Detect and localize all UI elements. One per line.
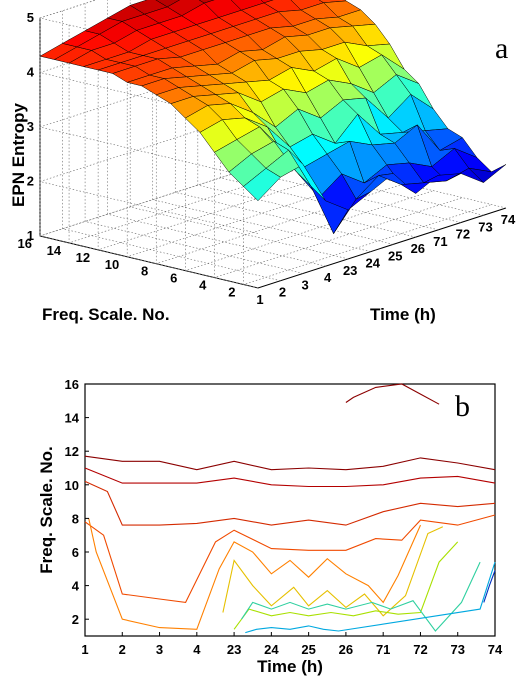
x-tick-label: 74 <box>488 642 503 657</box>
freq-axis-title: Freq. Scale. No. <box>42 305 170 324</box>
time-gridline <box>107 0 326 267</box>
time-axis-title: Time (h) <box>257 657 323 676</box>
freq-axis-ticks: 2 4 6 8 10 12 14 16 <box>65 377 89 627</box>
freq-axis-title: Freq. Scale. No. <box>37 446 56 574</box>
freq-tick-label: 8 <box>141 264 148 279</box>
contour-line <box>245 561 496 634</box>
surface-patch <box>468 164 507 183</box>
freq-tick-label: 2 <box>228 285 235 300</box>
freq-gridline <box>97 31 347 251</box>
contour-line <box>222 526 444 617</box>
time-gridline <box>197 0 416 238</box>
freq-gridline <box>155 45 405 265</box>
time-axis-ticks: 1 2 3 4 23 24 25 26 71 72 73 74 <box>256 212 516 307</box>
contour-line <box>88 518 422 630</box>
surface-patch <box>198 0 215 4</box>
time-tick-label: 71 <box>433 234 447 249</box>
y-tick-label: 2 <box>72 612 79 627</box>
x-tick-label: 26 <box>339 642 353 657</box>
x-tick-label: 73 <box>450 642 464 657</box>
z-tick-label: 2 <box>27 174 34 189</box>
y-tick-label: 16 <box>65 377 79 392</box>
y-tick-label: 4 <box>72 579 80 594</box>
x-tick-label: 4 <box>193 642 201 657</box>
contour-line <box>84 480 496 526</box>
time-gridline <box>84 3 304 274</box>
z-tick-label: 1 <box>27 228 34 243</box>
time-tick-label: 72 <box>456 227 470 242</box>
z-tick-label: 3 <box>27 119 34 134</box>
time-tick-label: 1 <box>256 292 263 307</box>
freq-gridline <box>68 24 318 244</box>
panel-label-b: b <box>455 390 470 423</box>
time-tick-label: 2 <box>279 285 286 300</box>
contour-line <box>84 455 496 471</box>
freq-gridline <box>214 59 463 279</box>
time-tick-label: 3 <box>301 277 308 292</box>
contour-line <box>84 514 496 603</box>
freq-tick-label: 12 <box>76 250 90 265</box>
x-tick-label: 3 <box>156 642 163 657</box>
z-gridline <box>38 101 289 234</box>
time-tick-label: 74 <box>501 212 516 227</box>
time-tick-label: 4 <box>324 270 332 285</box>
contour-line <box>241 561 481 632</box>
x-tick-label: 72 <box>413 642 427 657</box>
time-tick-label: 24 <box>365 256 380 271</box>
x-tick-label: 25 <box>301 642 315 657</box>
freq-tick-label: 6 <box>170 271 177 286</box>
time-tick-label: 26 <box>411 241 425 256</box>
time-tick-label: 25 <box>388 248 402 263</box>
freq-gridline <box>243 66 492 285</box>
y-tick-label: 14 <box>65 411 80 426</box>
x-tick-label: 2 <box>119 642 126 657</box>
freq-tick-label: 10 <box>105 257 119 272</box>
z-tick-label: 5 <box>27 10 34 25</box>
contour-line <box>233 541 459 630</box>
x-tick-label: 71 <box>376 642 390 657</box>
freq-gridline <box>185 52 434 272</box>
contour-line <box>84 467 496 488</box>
surface-mesh <box>39 0 507 235</box>
contour-line <box>483 570 496 603</box>
panel-label-a: a <box>495 32 508 65</box>
time-axis-title: Time (h) <box>370 305 436 324</box>
freq-axis-ticks: 2 4 6 8 10 12 14 16 <box>18 236 236 300</box>
time-gridline <box>174 0 394 245</box>
freq-gridline <box>126 38 376 258</box>
contour-lines <box>84 383 496 634</box>
freq-gridline <box>39 18 289 237</box>
freq-tick-label: 16 <box>18 236 32 251</box>
x-tick-label: 23 <box>227 642 241 657</box>
surface-patch <box>155 0 181 8</box>
x-tick-label: 1 <box>81 642 88 657</box>
z-axis-ticks: 1 2 3 4 5 <box>27 10 35 243</box>
contour-plot-frame <box>84 383 496 637</box>
z-tick-label: 4 <box>27 65 35 80</box>
time-gridline <box>220 0 439 231</box>
x-tick-label: 24 <box>264 642 279 657</box>
y-tick-label: 8 <box>72 511 79 526</box>
time-axis-ticks: 1 2 3 4 23 24 25 26 71 72 73 74 <box>81 632 503 657</box>
time-tick-label: 23 <box>343 263 357 278</box>
y-tick-label: 12 <box>65 444 79 459</box>
z-axis-title: EPN Entropy <box>9 103 28 207</box>
time-tick-label: 73 <box>478 219 492 234</box>
freq-tick-label: 14 <box>47 243 62 258</box>
y-tick-label: 6 <box>72 545 79 560</box>
y-tick-label: 10 <box>65 478 79 493</box>
freq-tick-label: 4 <box>199 278 207 293</box>
contour-line <box>345 383 440 405</box>
